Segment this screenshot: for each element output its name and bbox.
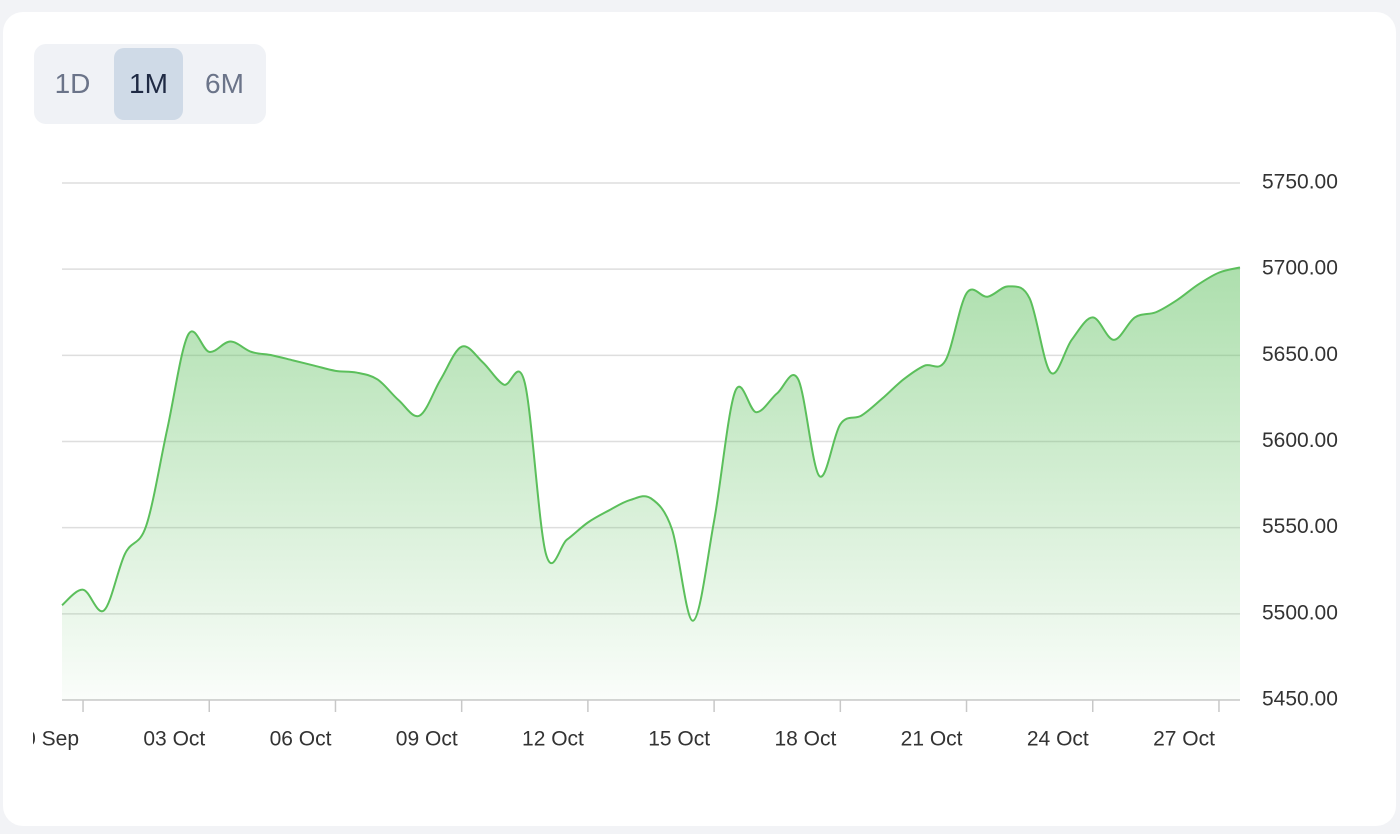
area — [62, 267, 1240, 700]
x-tick-label: 27 Oct — [1153, 728, 1215, 751]
x-tick-label: 12 Oct — [522, 728, 584, 751]
range-tab[interactable]: 1M — [114, 48, 183, 120]
x-tick-label: 18 Oct — [774, 728, 836, 751]
x-tick-label: 15 Oct — [648, 728, 710, 751]
line — [61, 266, 1241, 622]
y-tick-label: 5750.00 — [1262, 171, 1338, 194]
y-tick-label: 5700.00 — [1262, 257, 1338, 280]
range-tab[interactable]: 1D — [54, 68, 91, 99]
x-tick-label: 24 Oct — [1027, 728, 1089, 751]
x-tick-label: 21 Oct — [901, 728, 963, 751]
x-labels: 30 Sep 03 Oct 06 Oct 09 Oct 12 Oct 15 Oct 18 O… — [12, 728, 1215, 751]
y-tick-label: 5650.00 — [1262, 343, 1338, 366]
x-tick-label: 30 Sep — [12, 728, 79, 751]
range-tab[interactable]: 6M — [205, 68, 244, 99]
x-tick-label: 09 Oct — [396, 728, 458, 751]
x-tick-label: 06 Oct — [270, 728, 332, 751]
y-tick-label: 5600.00 — [1262, 429, 1338, 452]
y-tick-label: 5500.00 — [1262, 601, 1338, 624]
y-tick-label: 5550.00 — [1262, 515, 1338, 538]
x-tick-label: 03 Oct — [143, 728, 205, 751]
range-tabs: 1D 1M 6M — [34, 44, 266, 124]
y-tick-label: 5450.00 — [1262, 688, 1338, 711]
